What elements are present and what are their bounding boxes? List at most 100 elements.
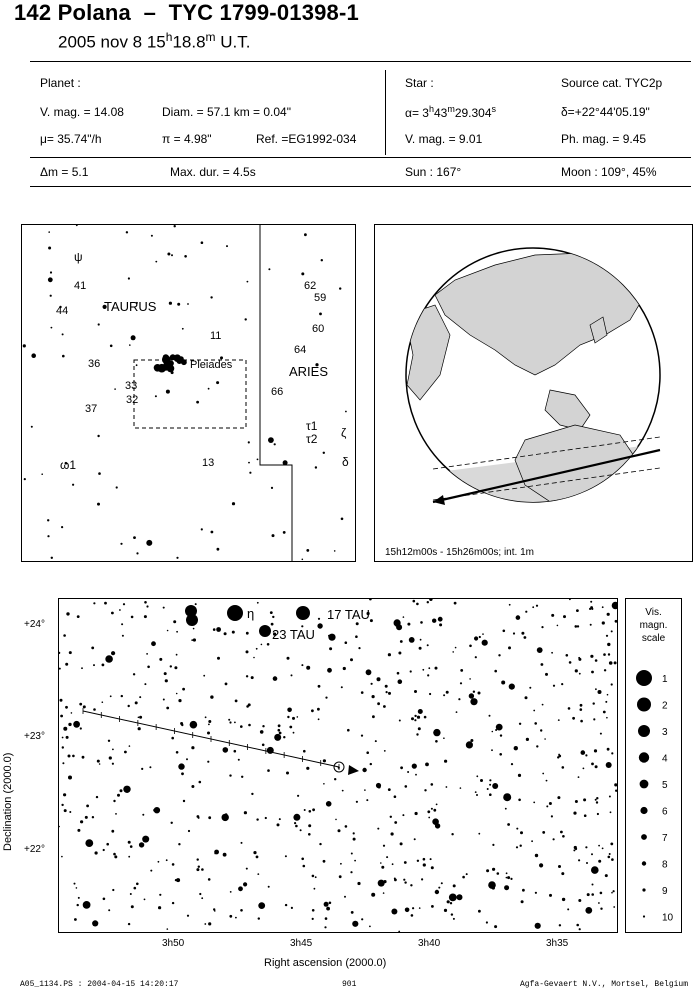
chart-star: [317, 623, 323, 629]
chart-star: [440, 882, 443, 885]
chart-star: [207, 731, 210, 735]
chart-star: [590, 654, 594, 658]
chart-star: [489, 793, 492, 796]
chart-star: [308, 824, 312, 828]
chart-star: [277, 724, 281, 728]
finder-star: [304, 233, 307, 237]
chart-star: [508, 646, 511, 650]
chart-star: [101, 701, 104, 703]
chart-star: [377, 879, 385, 887]
finder-star: [187, 303, 189, 305]
chart-star: [311, 917, 314, 920]
label-64: 64: [294, 344, 306, 356]
chart-star: [505, 872, 508, 875]
chart-star: [276, 823, 280, 827]
globe-caption: 15h12m00s - 15h26m00s; int. 1m: [385, 547, 534, 558]
label-aries: ARIES: [289, 364, 328, 379]
chart-star: [66, 612, 70, 616]
chart-star: [264, 816, 267, 820]
chart-star: [102, 848, 105, 852]
chart-star: [127, 704, 130, 708]
chart-star: [519, 844, 522, 847]
finder-chart-svg: ψ 41 44 TAURUS 11 36 Pleiades 33 32 37 ω…: [22, 224, 349, 561]
chart-star: [454, 646, 457, 649]
chart-star: [129, 845, 133, 848]
chart-star: [171, 901, 175, 905]
chart-star: [114, 855, 118, 859]
chart-star: [426, 644, 429, 647]
chart-star: [608, 661, 613, 665]
chart-star: [162, 606, 165, 609]
label-62: 62: [304, 280, 316, 292]
finder-star: [247, 441, 250, 444]
scale-label: 1: [662, 674, 668, 685]
chart-star: [274, 733, 282, 741]
chart-star: [599, 891, 603, 895]
chart-star: [163, 672, 167, 676]
finder-star: [177, 302, 181, 306]
chart-star: [151, 641, 156, 647]
chart-star: [499, 734, 503, 737]
chart-star: [308, 833, 311, 836]
chart-star: [418, 907, 421, 909]
occulted-star-marker: [333, 761, 345, 773]
chart-star: [272, 615, 275, 619]
chart-star: [452, 651, 455, 653]
x-axis-label: Right ascension (2000.0): [264, 957, 387, 969]
chart-star: [544, 738, 546, 740]
chart-star: [295, 824, 298, 828]
chart-star: [366, 611, 370, 616]
chart-star: [557, 796, 561, 800]
chart-star: [596, 797, 599, 800]
chart-star: [165, 859, 168, 862]
chart-star: [234, 721, 236, 724]
centre-line: [432, 448, 661, 504]
chart-star: [182, 799, 186, 803]
chart-star: [130, 905, 134, 909]
chart-star: [147, 665, 150, 669]
chart-star: [166, 928, 169, 930]
chart-star: [117, 793, 120, 797]
chart-star: [81, 667, 83, 670]
chart-star: [352, 920, 359, 927]
scale-dot: [637, 697, 651, 712]
chart-star: [567, 707, 571, 710]
chart-star: [430, 783, 434, 786]
star-dec: δ=+22°44'05.19": [561, 105, 650, 119]
chart-star: [607, 855, 611, 859]
chart-star: [350, 852, 353, 855]
chart-star: [241, 775, 244, 778]
chart-star: [366, 751, 370, 754]
finder-stars: [22, 224, 347, 561]
finder-star: [216, 547, 220, 551]
scale-dot: [636, 670, 652, 686]
chart-star: [408, 637, 415, 643]
chart-star: [364, 789, 366, 791]
finder-star: [49, 271, 53, 274]
finder-star: [340, 517, 344, 521]
scale-title-3: scale: [641, 633, 666, 644]
chart-star: [452, 884, 456, 888]
chart-star: [157, 860, 160, 863]
chart-star: [407, 622, 411, 626]
label-tau1: τ1: [306, 419, 318, 433]
chart-star: [542, 772, 545, 775]
chart-star: [540, 663, 544, 666]
chart-star: [444, 759, 448, 763]
label-pleiades: Pleiades: [190, 359, 233, 371]
chart-star: [459, 682, 463, 685]
finder-star: [97, 323, 100, 326]
chart-star: [387, 788, 391, 791]
finder-star: [155, 260, 158, 263]
chart-star: [341, 789, 344, 792]
footer-file: A05_1134.PS : 2004-04-15 14:20:17: [20, 980, 179, 989]
chart-star: [61, 746, 64, 749]
chart-star: [494, 669, 498, 673]
chart-star: [174, 666, 178, 670]
chart-star: [153, 808, 157, 812]
chart-star: [534, 891, 537, 894]
chart-star: [61, 803, 64, 807]
chart-star: [101, 663, 105, 667]
chart-star: [465, 873, 468, 876]
finder-star: [173, 225, 176, 228]
